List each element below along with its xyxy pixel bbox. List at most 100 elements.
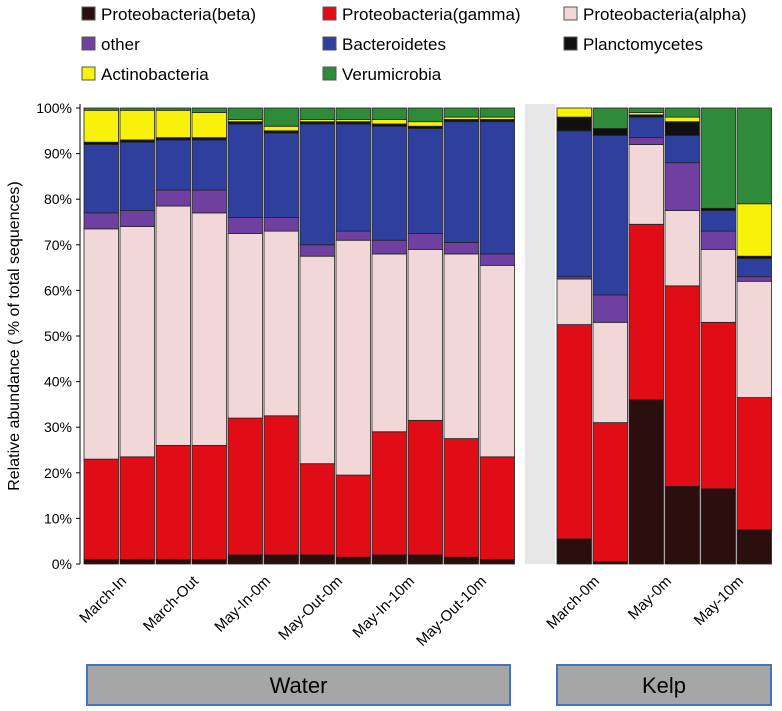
y-tick-label: 20% bbox=[44, 465, 72, 481]
bar-segment-verrucomicrobia bbox=[227, 107, 263, 120]
legend-label-other: other bbox=[101, 35, 140, 54]
bar-segment-gamma bbox=[407, 419, 443, 556]
y-tick-label: 50% bbox=[44, 328, 72, 344]
bar-segment-gamma bbox=[227, 417, 263, 556]
bar-segment-verrucomicrobia bbox=[736, 107, 772, 205]
bar-segment-verrucomicrobia bbox=[191, 107, 227, 113]
bar-segment-alpha bbox=[119, 226, 155, 458]
bar-segment-gamma bbox=[371, 431, 407, 556]
group-label-boxes: Water Kelp bbox=[86, 664, 772, 706]
bar-segment-alpha bbox=[83, 228, 119, 460]
bar-segment-alpha bbox=[335, 239, 371, 476]
bar-segment-other bbox=[407, 232, 443, 250]
bar-segment-other bbox=[592, 294, 628, 323]
bar-segment-gamma bbox=[479, 456, 515, 560]
bar-segment-planctomycetes bbox=[664, 121, 700, 136]
bar-segment-beta bbox=[155, 559, 191, 565]
legend-swatch-gamma bbox=[322, 6, 337, 21]
y-tick-label: 100% bbox=[36, 100, 72, 116]
bar-segment-alpha bbox=[628, 144, 664, 225]
y-tick-label: 30% bbox=[44, 419, 72, 435]
bar-segment-actinobacteria bbox=[407, 121, 443, 127]
legend-swatch-planctomycetes bbox=[563, 36, 578, 51]
category-label: May-10m bbox=[691, 573, 747, 629]
bar-segment-bacteroidetes bbox=[700, 210, 736, 232]
bar-segment-verrucomicrobia bbox=[664, 107, 700, 118]
bar-segment-beta bbox=[736, 529, 772, 565]
legend-label-beta: Proteobacteria(beta) bbox=[101, 5, 256, 24]
bar-segment-other bbox=[664, 162, 700, 212]
bar-segment-beta bbox=[479, 559, 515, 565]
bar-segment-gamma bbox=[299, 463, 335, 556]
group-label-water: Water bbox=[270, 673, 328, 698]
bar-segment-gamma bbox=[736, 397, 772, 531]
bar-segment-bacteroidetes bbox=[664, 134, 700, 164]
bar-segment-other bbox=[700, 230, 736, 250]
bar-segment-actinobacteria bbox=[119, 109, 155, 141]
bar-segment-alpha bbox=[479, 264, 515, 458]
bar-segment-verrucomicrobia bbox=[299, 107, 335, 120]
bar-segment-gamma bbox=[628, 223, 664, 401]
bar-segment-beta bbox=[628, 399, 664, 565]
bar-segment-planctomycetes bbox=[592, 128, 628, 136]
bar-segment-verrucomicrobia bbox=[592, 107, 628, 129]
bar-segment-bacteroidetes bbox=[371, 125, 407, 241]
bar-segment-other bbox=[479, 253, 515, 266]
bar-segment-verrucomicrobia bbox=[407, 107, 443, 123]
bar-segment-gamma bbox=[443, 438, 479, 558]
category-label: March-0m bbox=[543, 573, 603, 633]
bar-segment-other bbox=[443, 242, 479, 255]
legend-swatch-alpha bbox=[563, 6, 578, 21]
bar-segment-gamma bbox=[700, 321, 736, 490]
bar-segment-bacteroidetes bbox=[407, 128, 443, 234]
bar-segment-beta bbox=[299, 554, 335, 565]
bar-segment-alpha bbox=[155, 205, 191, 446]
bar-segment-bacteroidetes bbox=[227, 123, 263, 218]
legend-label-bacteroidetes: Bacteroidetes bbox=[342, 35, 446, 54]
y-tick-label: 80% bbox=[44, 191, 72, 207]
bar-segment-bacteroidetes bbox=[191, 139, 227, 191]
category-label: March-Out bbox=[140, 572, 203, 635]
bar-segment-verrucomicrobia bbox=[479, 107, 515, 118]
bar-segment-other bbox=[83, 212, 119, 230]
bar-segment-other bbox=[371, 239, 407, 255]
legend-label-verrucomicrobia: Verumicrobia bbox=[342, 65, 442, 84]
bar-segment-alpha bbox=[407, 248, 443, 421]
bar-segment-gamma bbox=[335, 474, 371, 558]
bar-segment-gamma bbox=[592, 422, 628, 563]
bar-segment-gamma bbox=[664, 285, 700, 487]
bar-segment-beta bbox=[227, 554, 263, 565]
bar-segment-actinobacteria bbox=[664, 116, 700, 123]
bar-segment-verrucomicrobia bbox=[628, 107, 664, 113]
bar-segment-bacteroidetes bbox=[479, 121, 515, 255]
group-gap-band bbox=[525, 104, 555, 564]
bar-segment-gamma bbox=[263, 415, 299, 556]
category-label: May-In-10m bbox=[349, 573, 418, 642]
bar-segment-gamma bbox=[191, 445, 227, 560]
bar-segment-beta bbox=[443, 556, 479, 565]
bar-segment-alpha bbox=[700, 248, 736, 323]
bar-segment-gamma bbox=[83, 458, 119, 560]
bar-segment-alpha bbox=[263, 230, 299, 417]
y-tick-label: 40% bbox=[44, 374, 72, 390]
bar-segment-beta bbox=[407, 554, 443, 565]
group-box-water bbox=[86, 664, 511, 706]
bars bbox=[83, 107, 772, 565]
category-label: May-Out-0m bbox=[275, 573, 346, 644]
bar-segment-alpha bbox=[592, 321, 628, 424]
legend-swatch-beta bbox=[81, 6, 96, 21]
legend-label-actinobacteria: Actinobacteria bbox=[101, 65, 209, 84]
bar-segment-bacteroidetes bbox=[592, 134, 628, 296]
bar-segment-other bbox=[299, 244, 335, 257]
legend-swatch-actinobacteria bbox=[81, 66, 96, 81]
bar-segment-alpha bbox=[299, 255, 335, 465]
category-label: May-In-0m bbox=[211, 573, 274, 636]
bar-segment-actinobacteria bbox=[371, 119, 407, 125]
bar-segment-alpha bbox=[443, 253, 479, 439]
category-label: March-In bbox=[76, 573, 130, 627]
bar-segment-bacteroidetes bbox=[119, 141, 155, 211]
bar-segment-alpha bbox=[227, 232, 263, 419]
bar-segment-bacteroidetes bbox=[628, 116, 664, 139]
bar-segment-beta bbox=[119, 559, 155, 565]
